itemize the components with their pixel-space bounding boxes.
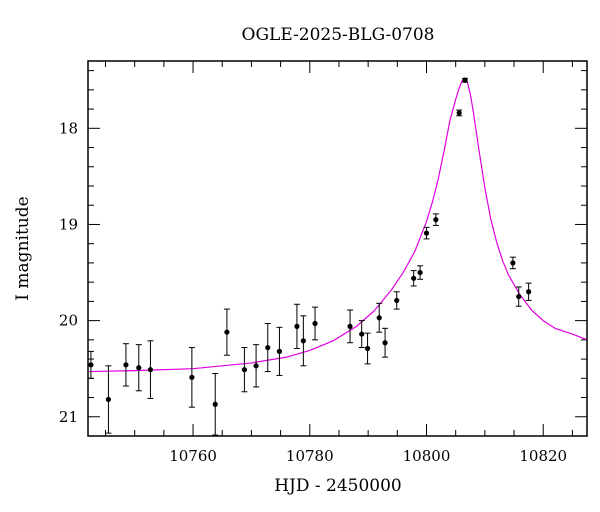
data-point (293, 303, 300, 349)
data-point (432, 213, 439, 226)
data-point (264, 323, 271, 373)
data-point (223, 308, 230, 356)
data-point (462, 77, 469, 83)
data-point (525, 282, 532, 301)
data-marker (241, 367, 248, 373)
data-marker (394, 297, 400, 304)
data-marker (382, 340, 388, 346)
y-tick-label: 18 (59, 119, 78, 137)
plot-frame (87, 60, 588, 437)
data-point (515, 286, 522, 307)
data-marker (123, 362, 129, 368)
data-marker (212, 401, 218, 407)
data-marker (224, 329, 230, 335)
data-marker (312, 320, 318, 327)
x-tick-label: 10780 (286, 447, 334, 465)
y-axis-label: I magnitude (13, 196, 33, 300)
data-point (253, 344, 260, 388)
data-point (376, 302, 383, 333)
data-point (312, 306, 319, 341)
data-marker (462, 77, 468, 83)
data-marker (347, 323, 353, 329)
data-point (105, 365, 112, 434)
data-marker (423, 230, 430, 236)
data-marker (526, 289, 532, 295)
data-point (276, 326, 283, 376)
data-marker (359, 331, 365, 337)
data-marker (88, 362, 94, 368)
data-marker (189, 374, 195, 380)
x-tick-label: 10820 (519, 447, 567, 465)
model-curve (87, 77, 588, 373)
data-point (241, 347, 248, 393)
data-marker (253, 363, 259, 369)
data-marker (456, 110, 462, 116)
data-marker (294, 323, 300, 329)
data-marker (265, 344, 271, 351)
y-tick-label: 21 (59, 408, 78, 426)
data-point (456, 109, 463, 117)
y-tick-label: 20 (59, 312, 78, 330)
data-point (410, 270, 417, 287)
data-marker (516, 293, 522, 300)
model-curve-layer (87, 77, 588, 373)
data-marker (433, 217, 439, 223)
x-tick-label: 10800 (403, 447, 451, 465)
axis-ticks (88, 61, 587, 437)
data-point (358, 320, 365, 349)
data-point (135, 344, 142, 392)
data-marker (376, 315, 382, 321)
data-point (87, 350, 94, 379)
data-marker (105, 396, 112, 403)
data-point (417, 265, 424, 280)
data-point (423, 226, 430, 240)
data-point (393, 291, 400, 310)
data-point (364, 332, 371, 365)
data-marker (510, 260, 516, 266)
data-marker (411, 275, 417, 281)
y-tick-label: 19 (59, 215, 78, 233)
x-tick-label: 10760 (169, 447, 217, 465)
data-points-layer (87, 77, 532, 436)
data-point (188, 347, 195, 408)
data-marker (276, 348, 283, 354)
data-point (347, 309, 354, 344)
tick-labels: 10760 10780 10800 10820 18 19 20 21 (59, 119, 567, 465)
data-point (212, 373, 219, 436)
data-point (300, 315, 307, 367)
x-axis-label: HJD - 2450000 (274, 476, 402, 496)
data-point (122, 343, 129, 387)
data-marker (417, 269, 423, 276)
data-point (147, 340, 154, 399)
data-point (382, 327, 389, 358)
chart-title: OGLE-2025-BLG-0708 (242, 25, 435, 45)
data-marker (300, 338, 306, 344)
data-marker (136, 365, 142, 371)
data-marker (364, 345, 371, 352)
data-marker (147, 367, 154, 373)
data-point (509, 256, 516, 270)
